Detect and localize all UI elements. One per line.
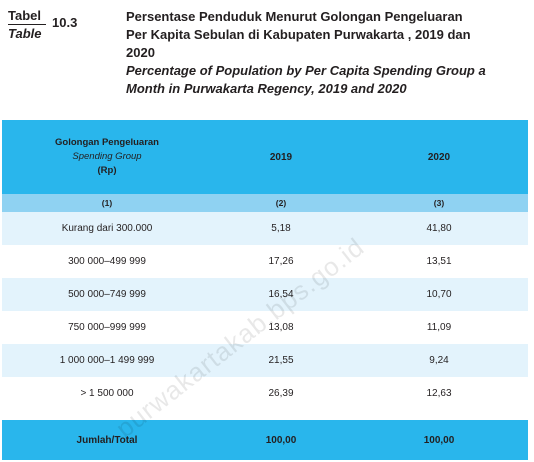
table-header: Tabel Table 10.3 Persentase Penduduk Men… [0, 0, 534, 112]
table-titles: Persentase Penduduk Menurut Golongan Pen… [126, 8, 526, 98]
row-group: 750 000–999 999 [68, 322, 146, 333]
title-id-line-2: Per Kapita Sebulan di Kabupaten Purwakar… [126, 27, 471, 42]
data-table: Golongan Pengeluaran Spending Group (Rp)… [2, 120, 528, 460]
title-id-line-3: 2020 [126, 45, 155, 60]
row-value-2019: 13,08 [268, 322, 294, 333]
table-label: Tabel Table [8, 8, 46, 41]
column-header-group: Golongan Pengeluaran Spending Group (Rp) [2, 136, 212, 178]
column-header-2019: 2019 [269, 151, 293, 163]
column-header-group-en: Spending Group [72, 151, 142, 162]
table-row: 1 000 000–1 499 999 21,55 9,24 [2, 344, 528, 377]
row-value-2019: 21,55 [268, 355, 294, 366]
table-total-row: Jumlah/Total 100,00 100,00 [2, 420, 528, 460]
title-en-line-1: Percentage of Population by Per Capita S… [126, 63, 486, 78]
row-value-2019: 26,39 [268, 388, 294, 399]
row-value-2020: 13,51 [426, 256, 452, 267]
table-row: 300 000–499 999 17,26 13,51 [2, 245, 528, 278]
row-value-2020: 11,09 [426, 322, 452, 333]
table-row: Kurang dari 300.000 5,18 41,80 [2, 212, 528, 245]
title-en-line-2: Month in Purwakarta Regency, 2019 and 20… [126, 81, 407, 96]
table-row: 500 000–749 999 16,54 10,70 [2, 278, 528, 311]
row-group: 500 000–749 999 [68, 289, 146, 300]
table-label-en: Table [8, 26, 42, 41]
row-value-2020: 12,63 [426, 388, 452, 399]
row-value-2020: 41,80 [426, 223, 452, 234]
title-id-line-1: Persentase Penduduk Menurut Golongan Pen… [126, 9, 463, 24]
column-number-1: (1) [101, 198, 113, 208]
table-row: > 1 500 000 26,39 12,63 [2, 377, 528, 410]
column-number-2: (2) [275, 198, 287, 208]
row-group: > 1 500 000 [80, 388, 134, 399]
column-number-row: (1) (2) (3) [2, 194, 528, 212]
table-row: 750 000–999 999 13,08 11,09 [2, 311, 528, 344]
row-group: 1 000 000–1 499 999 [59, 355, 155, 366]
row-value-2019: 5,18 [271, 223, 291, 234]
row-value-2020: 10,70 [426, 289, 452, 300]
total-label: Jumlah/Total [76, 434, 138, 446]
row-value-2019: 17,26 [268, 256, 294, 267]
table-column-header: Golongan Pengeluaran Spending Group (Rp)… [2, 120, 528, 194]
row-value-2020: 9,24 [429, 355, 449, 366]
column-header-group-id: Golongan Pengeluaran [55, 137, 159, 148]
table-label-id: Tabel [8, 8, 46, 25]
table-number: 10.3 [52, 15, 78, 30]
column-header-group-unit: (Rp) [97, 165, 117, 176]
row-value-2019: 16,54 [268, 289, 294, 300]
column-number-3: (3) [433, 198, 445, 208]
row-group: 300 000–499 999 [68, 256, 146, 267]
total-value-2019: 100,00 [265, 434, 297, 446]
row-group: Kurang dari 300.000 [61, 223, 153, 234]
column-header-2020: 2020 [427, 151, 451, 163]
total-value-2020: 100,00 [423, 434, 455, 446]
